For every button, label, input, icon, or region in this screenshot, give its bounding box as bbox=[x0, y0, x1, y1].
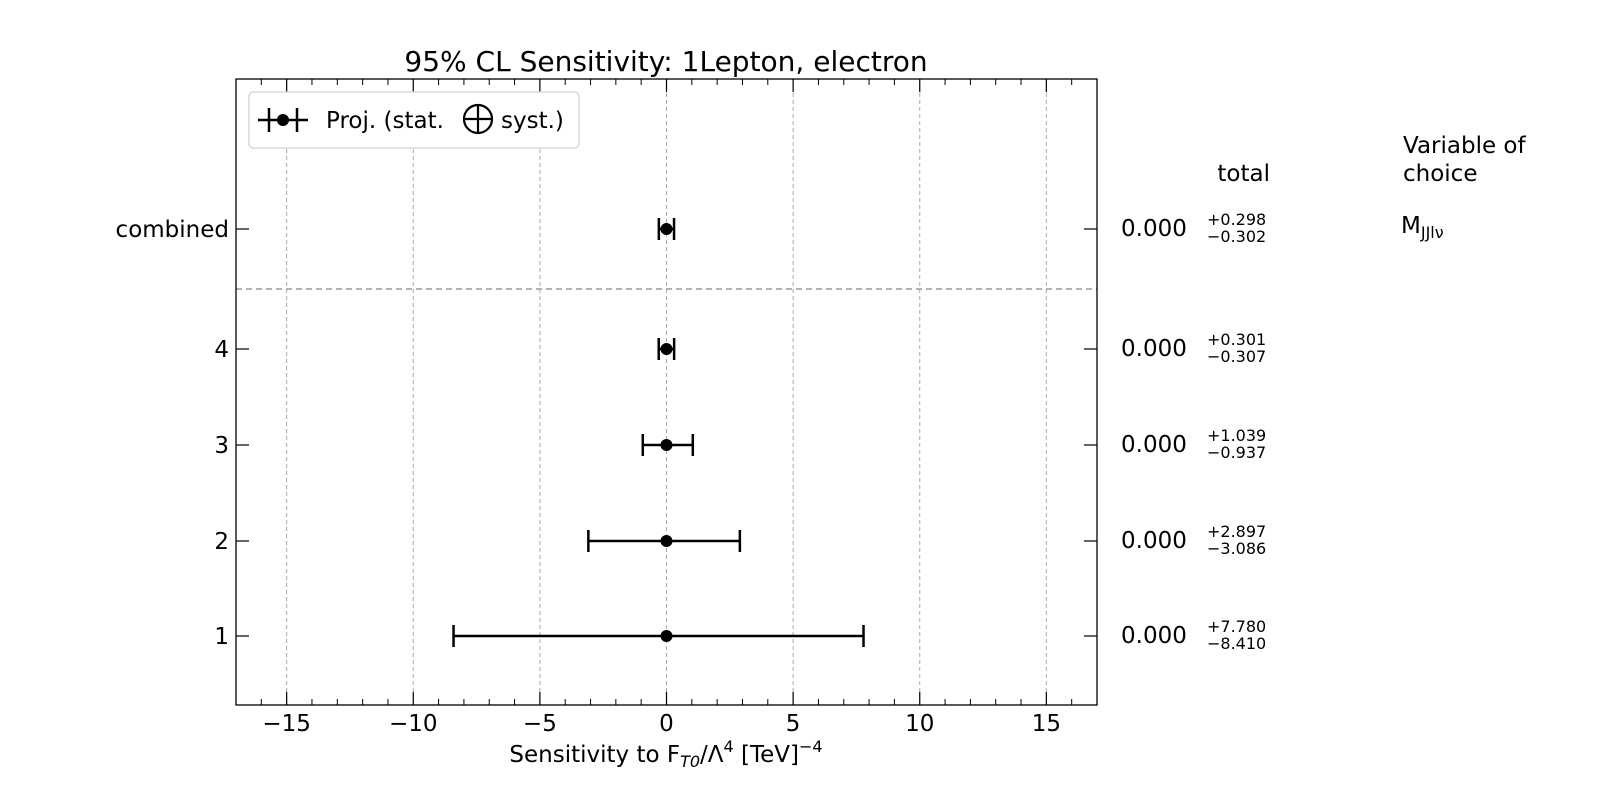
total-header: total bbox=[1217, 161, 1270, 187]
legend-marker-point bbox=[277, 114, 289, 126]
x-tick-label: −5 bbox=[523, 711, 557, 737]
y-tick-labels: combined 4 3 2 1 bbox=[116, 217, 229, 650]
x-axis-label: Sensitivity to FT0/Λ4 [TeV]−4 bbox=[509, 737, 822, 771]
minus-uncertainty: −8.410 bbox=[1207, 634, 1266, 653]
right-value-column: 0.000 +0.298−0.302 0.000 +0.301−0.307 0.000 +… bbox=[1121, 210, 1266, 653]
legend: Proj. (stat. syst.) bbox=[248, 91, 580, 149]
plus-uncertainty: +0.301 bbox=[1207, 330, 1266, 349]
variable-header-line2: choice bbox=[1403, 161, 1477, 187]
legend-box bbox=[248, 91, 580, 149]
minus-uncertainty: −0.307 bbox=[1207, 347, 1266, 366]
y-tick-label: 3 bbox=[214, 433, 229, 459]
y-tick-label: 2 bbox=[214, 529, 229, 555]
x-tick-label: 10 bbox=[905, 711, 934, 737]
minus-uncertainty: −0.937 bbox=[1207, 443, 1266, 462]
y-tick-label: combined bbox=[116, 217, 229, 243]
data-point bbox=[660, 439, 673, 451]
central-value: 0.000 bbox=[1121, 432, 1187, 458]
plus-uncertainty: +2.897 bbox=[1207, 522, 1266, 541]
data-point bbox=[660, 535, 673, 547]
central-value: 0.000 bbox=[1121, 216, 1187, 242]
plus-uncertainty: +0.298 bbox=[1207, 210, 1266, 229]
x-tick-label: −15 bbox=[262, 711, 311, 737]
x-tick-label: 15 bbox=[1032, 711, 1061, 737]
axis-ticks bbox=[235, 79, 1098, 705]
data-point bbox=[660, 223, 673, 235]
plus-uncertainty: +7.780 bbox=[1207, 617, 1266, 636]
minus-uncertainty: −0.302 bbox=[1207, 227, 1266, 246]
x-grid bbox=[286, 79, 1047, 705]
y-tick-label: 1 bbox=[214, 624, 229, 650]
x-tick-label: 0 bbox=[659, 711, 674, 737]
x-tick-labels: −15 −10 −5 0 5 10 15 bbox=[262, 711, 1061, 737]
oplus-icon bbox=[462, 103, 494, 135]
x-tick-label: 5 bbox=[786, 711, 801, 737]
legend-label-after: syst.) bbox=[501, 108, 564, 134]
central-value: 0.000 bbox=[1121, 336, 1187, 362]
plus-uncertainty: +1.039 bbox=[1207, 426, 1266, 445]
variable-header-line1: Variable of bbox=[1403, 133, 1527, 159]
y-tick-label: 4 bbox=[214, 337, 229, 363]
minus-uncertainty: −3.086 bbox=[1207, 539, 1266, 558]
central-value: 0.000 bbox=[1121, 623, 1187, 649]
data-points bbox=[452, 218, 865, 647]
data-point bbox=[660, 630, 673, 642]
central-value: 0.000 bbox=[1121, 528, 1187, 554]
x-tick-label: −10 bbox=[389, 711, 438, 737]
combined-variable: MJJlν bbox=[1401, 213, 1444, 242]
legend-label-before: Proj. (stat. bbox=[326, 108, 444, 134]
data-point bbox=[660, 343, 673, 355]
chart-title: 95% CL Sensitivity: 1Lepton, electron bbox=[404, 45, 927, 78]
plot-frame bbox=[235, 78, 1098, 706]
